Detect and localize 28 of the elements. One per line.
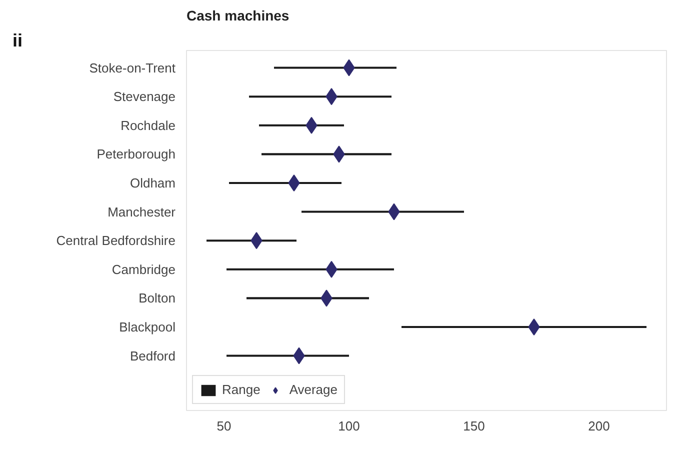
y-tick-label: Peterborough bbox=[96, 146, 176, 162]
bar bbox=[249, 96, 392, 98]
y-tick-label: Bolton bbox=[138, 290, 176, 306]
y-tick-label: Oldham bbox=[130, 175, 176, 190]
text: ii bbox=[12, 30, 23, 50]
y-tick-label: Central Bedfordshire bbox=[56, 233, 176, 248]
x-tick-label: 150 bbox=[463, 418, 485, 434]
bar bbox=[229, 182, 342, 184]
x-tick-label: 50 bbox=[216, 418, 232, 434]
y-tick-label: Blackpool bbox=[119, 319, 176, 334]
bar bbox=[246, 297, 369, 300]
bar bbox=[226, 268, 394, 270]
y-tick-label: Manchester bbox=[108, 204, 176, 220]
bar bbox=[226, 354, 349, 357]
bar bbox=[402, 326, 646, 328]
x-tick-label: 200 bbox=[588, 418, 610, 434]
bar bbox=[274, 66, 396, 69]
chart-title: Cash machines bbox=[186, 8, 290, 24]
y-tick-label: Rochdale bbox=[120, 118, 176, 133]
legend-label: Range bbox=[222, 382, 260, 397]
y-tick-label: Bedford bbox=[130, 348, 176, 364]
y-tick-label: Stoke-on-Trent bbox=[89, 60, 176, 76]
y-tick-label: Stevenage bbox=[113, 89, 176, 104]
y-tick-label: Cambridge bbox=[112, 262, 176, 277]
bar bbox=[302, 210, 464, 213]
bar bbox=[262, 153, 392, 156]
x-tick-label: 100 bbox=[338, 418, 360, 434]
legend-label: Average bbox=[289, 382, 338, 397]
